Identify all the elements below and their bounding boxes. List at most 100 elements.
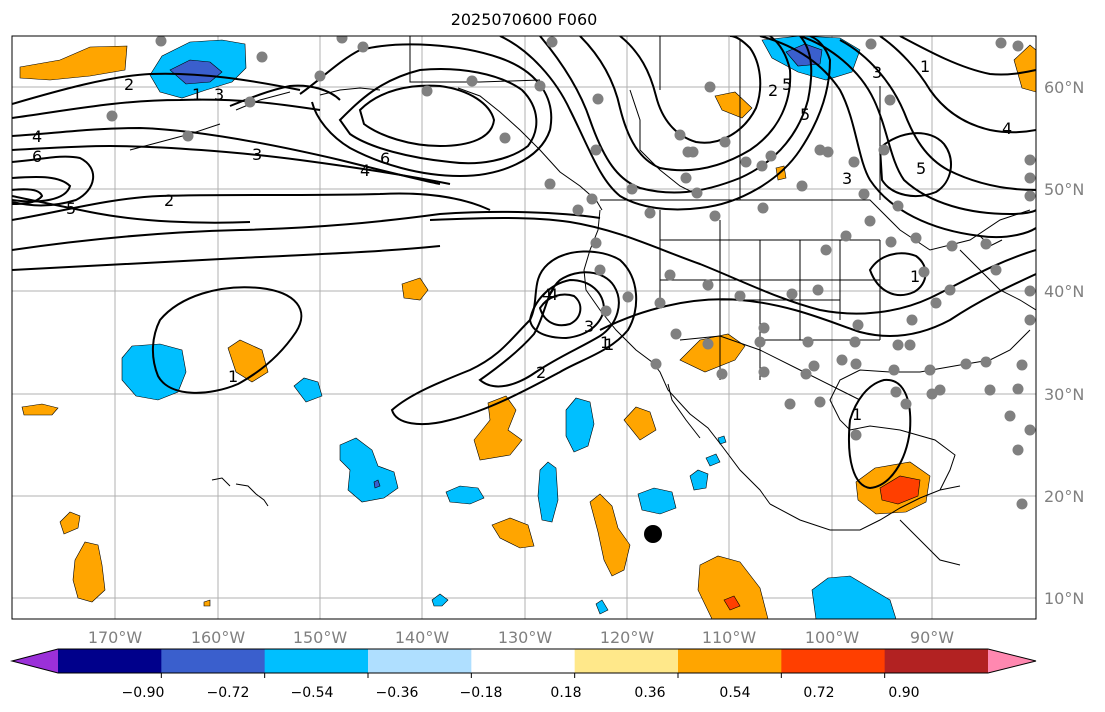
contour-label: 3	[584, 317, 594, 336]
map-border	[11, 35, 1037, 620]
contour-label: 2	[164, 191, 174, 210]
station-dot	[1012, 444, 1024, 456]
station-dot	[594, 264, 606, 276]
negative-anomaly-area	[689, 469, 709, 491]
colorbar-segment	[368, 649, 472, 673]
station-dot	[784, 398, 796, 410]
station-dot	[674, 129, 686, 141]
station-dot	[1004, 410, 1016, 422]
station-dot	[590, 144, 602, 156]
station-dot	[1024, 190, 1036, 202]
station-dot	[980, 238, 992, 250]
contour-label: 3	[842, 169, 852, 188]
station-dot	[904, 339, 916, 351]
positive-anomaly-area	[589, 493, 631, 577]
station-dot	[754, 336, 766, 348]
lon-label: 100°W	[805, 628, 860, 647]
station-dot	[702, 338, 714, 350]
station-dot	[924, 364, 936, 376]
positive-anomaly-area	[59, 511, 81, 535]
station-dot	[946, 240, 958, 252]
station-dot	[256, 51, 268, 63]
positive-anomaly-area	[473, 395, 523, 461]
positive-anomaly-area	[679, 333, 746, 373]
colorbar-tick-label: 0.90	[888, 685, 919, 701]
colorbar-segment	[264, 649, 369, 673]
station-dot	[892, 200, 904, 212]
negative-anomaly-area	[705, 453, 721, 467]
station-dot	[626, 183, 638, 195]
station-dot	[878, 144, 890, 156]
station-dot	[544, 178, 556, 190]
negative-anomaly-area	[339, 437, 399, 503]
positive-anomaly-area	[697, 555, 769, 619]
longitude-labels: 170°W 160°W 150°W 140°W 130°W 120°W 110°…	[88, 628, 954, 647]
station-dot	[930, 297, 942, 309]
station-dot	[106, 110, 118, 122]
negative-anomaly-area	[169, 59, 223, 85]
contour-label: 1	[192, 85, 202, 104]
station-dot	[814, 396, 826, 408]
station-dot	[918, 266, 930, 278]
station-dot	[822, 146, 834, 158]
station-dot	[864, 215, 876, 227]
station-dot	[1024, 424, 1036, 436]
station-dot	[758, 366, 770, 378]
station-dot	[654, 297, 666, 309]
colorbar-tick-label: −0.54	[291, 685, 334, 701]
positive-anomaly-area	[879, 475, 921, 505]
station-dot	[820, 244, 832, 256]
station-dot	[796, 180, 808, 192]
station-dot	[892, 339, 904, 351]
station-dot	[336, 36, 348, 44]
colorbar-segment	[161, 649, 266, 673]
lon-label: 160°W	[191, 628, 246, 647]
station-dot	[1024, 285, 1036, 297]
positive-anomaly-area	[19, 45, 128, 81]
colorbar-tick-label: −0.18	[460, 685, 503, 701]
negative-anomaly-area	[595, 599, 609, 615]
contour-label: 1	[604, 335, 614, 354]
contour-label: 1	[920, 57, 930, 76]
positive-anomaly-area	[401, 277, 429, 301]
station-dot	[849, 336, 861, 348]
station-dot	[910, 232, 922, 244]
station-dot	[1016, 359, 1028, 371]
station-dot	[590, 237, 602, 249]
storm-position-marker	[644, 525, 662, 543]
contour-labels: 2 1 3 4 6 5 3 4 6 2 5 2 3 4 5 3 1 5 4 1 …	[32, 57, 1012, 424]
contour-label: 4	[32, 127, 42, 146]
station-dot	[802, 336, 814, 348]
station-dot	[995, 37, 1007, 49]
contour-label: 4	[548, 285, 558, 304]
contours	[12, 36, 1036, 490]
colorbar-tick-label: 0.54	[719, 685, 750, 701]
negative-anomaly-area	[431, 593, 449, 607]
station-dot	[865, 38, 877, 50]
contour-label: 3	[252, 145, 262, 164]
colorbar-extend-min	[12, 649, 58, 673]
colorbar-tick-label: −0.72	[207, 685, 250, 701]
station-dot	[622, 291, 634, 303]
station-dot	[852, 319, 864, 331]
positive-anomaly-area	[72, 541, 106, 603]
colorbar-segment	[678, 649, 782, 673]
lat-label: 10°N	[1044, 589, 1084, 608]
contour-label: 3	[214, 85, 224, 104]
station-dot	[1024, 314, 1036, 326]
colorbar-tick-label: 0.72	[803, 685, 834, 701]
station-dot	[884, 94, 896, 106]
station-dot	[1024, 154, 1036, 166]
positive-anomaly-area	[714, 91, 753, 119]
contour-label: 2	[536, 363, 546, 382]
station-dot	[840, 230, 852, 242]
positive-anomaly-area	[1013, 44, 1036, 93]
negative-anomaly-area	[293, 377, 323, 403]
contour-label: 2	[124, 75, 134, 94]
contour-label: 4	[360, 161, 370, 180]
lat-label: 20°N	[1044, 487, 1084, 506]
station-dot	[600, 305, 612, 317]
station-dot	[155, 36, 167, 47]
station-dot	[499, 132, 511, 144]
